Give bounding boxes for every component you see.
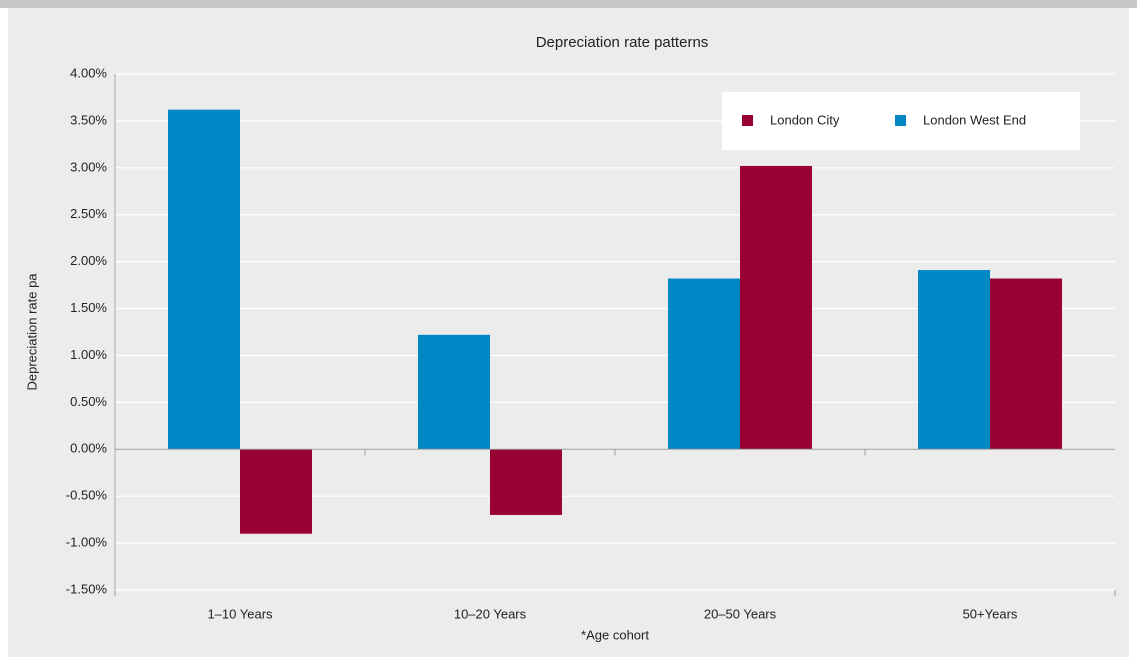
y-tick-label: -1.50% xyxy=(66,581,108,596)
y-tick-label: -1.00% xyxy=(66,535,108,550)
bar xyxy=(418,334,490,450)
y-tick-label: -0.50% xyxy=(66,488,108,503)
y-axis-title: Depreciation rate pa xyxy=(24,273,39,391)
chart-title: Depreciation rate patterns xyxy=(536,34,709,51)
bar xyxy=(168,109,240,450)
bar xyxy=(668,278,740,450)
x-axis-title: *Age cohort xyxy=(581,627,649,642)
y-tick-label: 3.00% xyxy=(70,159,107,174)
bar xyxy=(990,278,1062,450)
x-tick-label: 20–50 Years xyxy=(704,606,777,621)
x-tick-label: 1–10 Years xyxy=(207,606,273,621)
x-tick-label: 10–20 Years xyxy=(454,606,527,621)
bar xyxy=(740,165,812,450)
bar xyxy=(918,270,990,450)
legend-swatch xyxy=(895,115,906,126)
y-tick-label: 0.00% xyxy=(70,441,107,456)
bar xyxy=(240,449,312,534)
y-tick-label: 1.00% xyxy=(70,347,107,362)
top-bar xyxy=(0,0,1137,8)
y-tick-label: 2.50% xyxy=(70,206,107,221)
legend-label: London City xyxy=(770,112,840,127)
legend-swatch xyxy=(742,115,753,126)
y-tick-label: 2.00% xyxy=(70,253,107,268)
x-tick-label: 50+Years xyxy=(963,606,1018,621)
bar xyxy=(490,449,562,515)
y-tick-label: 1.50% xyxy=(70,300,107,315)
y-tick-label: 3.50% xyxy=(70,112,107,127)
y-tick-label: 4.00% xyxy=(70,65,107,80)
y-tick-label: 0.50% xyxy=(70,394,107,409)
legend-label: London West End xyxy=(923,112,1026,127)
